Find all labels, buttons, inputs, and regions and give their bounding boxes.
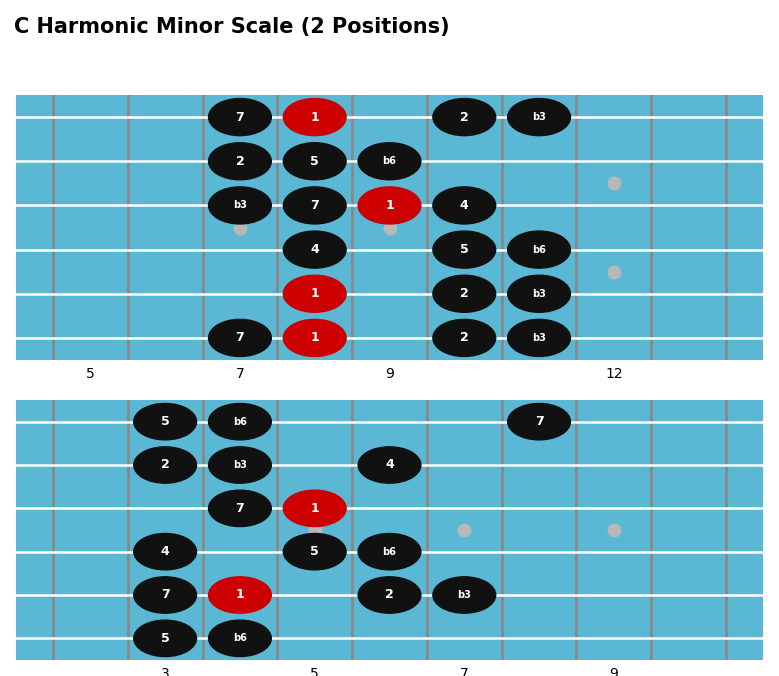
Circle shape	[358, 447, 421, 483]
Text: 4: 4	[385, 458, 394, 471]
Circle shape	[284, 490, 346, 527]
Circle shape	[433, 275, 495, 312]
Circle shape	[433, 99, 495, 136]
Text: 7: 7	[460, 667, 469, 676]
Text: 2: 2	[160, 458, 170, 471]
Text: 1: 1	[310, 111, 319, 124]
Text: 1: 1	[310, 331, 319, 344]
Text: 7: 7	[160, 589, 170, 602]
Circle shape	[134, 620, 196, 656]
Text: 5: 5	[310, 155, 319, 168]
Text: b6: b6	[233, 633, 247, 644]
Circle shape	[134, 404, 196, 440]
Text: 5: 5	[160, 415, 170, 428]
Text: b3: b3	[532, 112, 546, 122]
Text: C Harmonic Minor Scale (2 Positions): C Harmonic Minor Scale (2 Positions)	[14, 17, 449, 37]
Text: 5: 5	[160, 632, 170, 645]
Circle shape	[209, 187, 271, 224]
Text: 5: 5	[310, 667, 319, 676]
Circle shape	[358, 143, 421, 180]
Circle shape	[284, 187, 346, 224]
Text: 2: 2	[460, 287, 469, 300]
Circle shape	[508, 404, 570, 440]
Text: 9: 9	[609, 667, 619, 676]
Text: b3: b3	[457, 590, 471, 600]
Text: 2: 2	[460, 111, 469, 124]
Text: 5: 5	[86, 366, 95, 381]
Text: b3: b3	[532, 333, 546, 343]
Circle shape	[209, 490, 271, 527]
Circle shape	[209, 620, 271, 656]
Text: 7: 7	[235, 366, 245, 381]
Text: b6: b6	[233, 416, 247, 427]
Circle shape	[209, 404, 271, 440]
Text: 7: 7	[310, 199, 319, 212]
Circle shape	[284, 275, 346, 312]
Text: 5: 5	[310, 545, 319, 558]
Text: b6: b6	[382, 156, 397, 166]
Circle shape	[358, 533, 421, 570]
Text: 2: 2	[235, 155, 245, 168]
Circle shape	[209, 319, 271, 356]
Circle shape	[508, 231, 570, 268]
Circle shape	[508, 275, 570, 312]
Text: b6: b6	[532, 245, 546, 255]
Text: 7: 7	[235, 502, 245, 515]
Text: 7: 7	[534, 415, 544, 428]
Circle shape	[284, 99, 346, 136]
Circle shape	[134, 447, 196, 483]
Text: 2: 2	[460, 331, 469, 344]
Circle shape	[508, 99, 570, 136]
Circle shape	[508, 319, 570, 356]
Text: b3: b3	[233, 460, 247, 470]
Circle shape	[134, 577, 196, 613]
Text: 9: 9	[385, 366, 394, 381]
Text: 12: 12	[605, 366, 622, 381]
Text: b6: b6	[382, 547, 397, 556]
Text: 1: 1	[310, 502, 319, 515]
Circle shape	[358, 187, 421, 224]
Text: b3: b3	[233, 200, 247, 210]
Circle shape	[433, 187, 495, 224]
Text: 4: 4	[310, 243, 319, 256]
Text: 1: 1	[385, 199, 394, 212]
Text: 4: 4	[160, 545, 170, 558]
Circle shape	[433, 319, 495, 356]
Text: 3: 3	[160, 667, 170, 676]
Text: 7: 7	[235, 331, 245, 344]
Circle shape	[284, 533, 346, 570]
Circle shape	[209, 143, 271, 180]
Text: 2: 2	[385, 589, 394, 602]
Text: 1: 1	[310, 287, 319, 300]
Circle shape	[134, 533, 196, 570]
Text: 4: 4	[460, 199, 469, 212]
Circle shape	[284, 143, 346, 180]
Circle shape	[433, 577, 495, 613]
Text: b3: b3	[532, 289, 546, 299]
Circle shape	[209, 99, 271, 136]
Circle shape	[209, 447, 271, 483]
Text: 7: 7	[235, 111, 245, 124]
Circle shape	[433, 231, 495, 268]
Circle shape	[284, 319, 346, 356]
Text: 1: 1	[235, 589, 245, 602]
Circle shape	[358, 577, 421, 613]
Circle shape	[209, 577, 271, 613]
Circle shape	[284, 231, 346, 268]
Text: 5: 5	[460, 243, 469, 256]
